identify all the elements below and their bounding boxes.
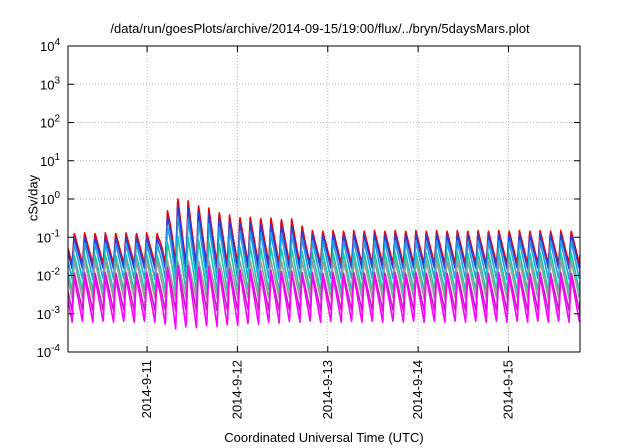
series-line-3 bbox=[68, 235, 580, 292]
chart-title: /data/run/goesPlots/archive/2014-09-15/1… bbox=[110, 21, 530, 36]
y-tick-label: 101 bbox=[40, 152, 60, 169]
y-tick-label: 10-2 bbox=[37, 267, 61, 284]
x-tick-label: 2014-9-13 bbox=[320, 360, 335, 419]
series-line-1 bbox=[68, 204, 580, 270]
y-tick-label: 100 bbox=[40, 190, 60, 207]
series-line-2 bbox=[68, 216, 580, 281]
x-axis-label: Coordinated Universal Time (UTC) bbox=[224, 430, 424, 445]
x-tick-label: 2014-9-12 bbox=[229, 360, 244, 419]
y-tick-label: 10-1 bbox=[37, 228, 61, 245]
y-axis-label: cSv/day bbox=[25, 174, 41, 222]
x-tick-label: 2014-9-15 bbox=[500, 360, 515, 419]
x-tick-label: 2014-9-14 bbox=[410, 360, 425, 419]
y-tick-label: 103 bbox=[40, 75, 60, 92]
series-line-4 bbox=[68, 259, 580, 300]
y-tick-label: 102 bbox=[40, 114, 60, 131]
y-tick-label: 10-4 bbox=[37, 343, 61, 360]
y-tick-label: 10-3 bbox=[37, 305, 61, 322]
series-line-0 bbox=[68, 198, 580, 265]
series-line-6 bbox=[68, 264, 580, 330]
y-tick-label: 104 bbox=[40, 37, 60, 54]
x-tick-label: 2014-9-11 bbox=[139, 360, 154, 418]
